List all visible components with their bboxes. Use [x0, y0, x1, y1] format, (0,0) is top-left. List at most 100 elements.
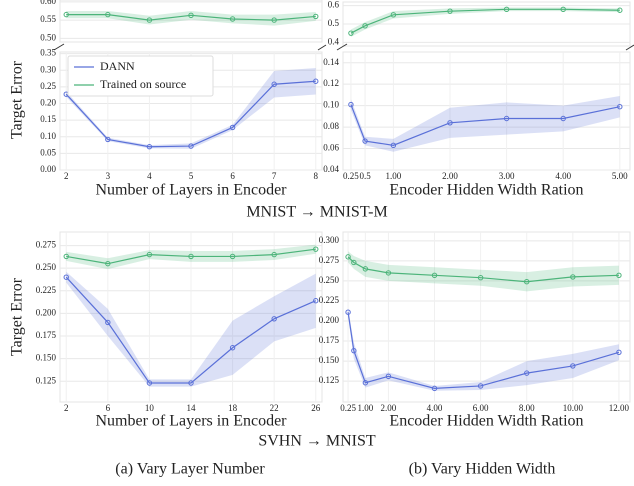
y-tick-label: 0.20	[40, 98, 56, 108]
x-tick-label: 18	[228, 403, 238, 413]
plot-area	[59, 0, 323, 43]
y-axis-label: Target Error	[9, 277, 26, 356]
y-tick-label: 0.00	[40, 164, 56, 174]
point	[503, 115, 510, 122]
point	[229, 345, 236, 351]
series-line	[65, 80, 316, 148]
y-tick-label: 0.4	[328, 36, 340, 46]
point	[229, 124, 236, 131]
x-axis-label: Encoder Hidden Width Ration	[389, 182, 583, 199]
x-tick-label: 2.00	[442, 171, 458, 181]
point	[524, 279, 530, 285]
point	[617, 7, 623, 13]
y-tick-label: 0.175	[319, 335, 340, 345]
caption: (b) Vary Hidden Width	[409, 461, 556, 478]
y-tick-label: 0.225	[36, 285, 57, 295]
point	[229, 253, 236, 260]
point	[188, 253, 194, 260]
point	[362, 380, 369, 386]
x-tick-label: 10	[145, 403, 155, 413]
x-tick-label: 2.00	[381, 403, 397, 413]
point	[105, 11, 111, 18]
axis-break	[53, 43, 327, 51]
point	[146, 144, 153, 150]
y-tick-label: 0.10	[323, 100, 339, 110]
error-band	[563, 95, 620, 132]
y-tick-label: 0.08	[323, 121, 339, 131]
point	[351, 259, 357, 266]
legend-label: DANN	[100, 59, 135, 73]
point	[229, 16, 236, 22]
error-band	[480, 269, 527, 292]
series-line	[347, 256, 619, 283]
y-tick-label: 0.150	[36, 353, 57, 363]
error-band	[353, 256, 366, 277]
x-tick-label: 3.00	[499, 171, 515, 181]
x-tick-label: 0.25	[340, 403, 356, 413]
point	[385, 373, 392, 380]
x-tick-label: 12.00	[609, 403, 630, 413]
point	[385, 270, 392, 276]
x-tick-label: 4.00	[427, 403, 443, 413]
series-line	[65, 276, 317, 384]
point	[616, 349, 622, 355]
y-tick-label: 0.60	[40, 0, 56, 6]
point	[503, 6, 510, 13]
point	[390, 142, 397, 149]
x-tick-label: 6	[106, 403, 111, 413]
error-band	[388, 372, 435, 391]
x-tick-label: 7	[272, 171, 277, 181]
series-line	[347, 312, 620, 389]
error-band	[393, 107, 450, 152]
x-axis-label: Number of Layers in Encoder	[95, 413, 287, 430]
point	[431, 385, 438, 392]
y-tick-label: 0.12	[323, 78, 339, 88]
y-tick-label: 0.275	[319, 255, 340, 265]
plot-area	[342, 231, 631, 403]
y-tick-label: 0.250	[36, 262, 57, 272]
point	[560, 6, 566, 13]
point	[63, 253, 69, 260]
y-tick-label: 0.250	[319, 275, 340, 285]
point	[271, 81, 277, 87]
point	[345, 254, 351, 260]
axis-break	[336, 43, 634, 51]
point	[345, 309, 351, 315]
point	[524, 370, 530, 376]
point	[188, 143, 194, 149]
point	[616, 272, 622, 279]
point	[362, 23, 368, 29]
point	[447, 8, 453, 14]
x-tick-label: 1.00	[357, 403, 373, 413]
x-tick-label: 3	[106, 171, 111, 181]
y-tick-label: 0.06	[323, 143, 339, 153]
y-tick-label: 0.125	[36, 375, 57, 385]
y-tick-label: 0.05	[40, 147, 56, 157]
x-tick-label: 5.00	[612, 171, 628, 181]
y-tick-label: 0.10	[40, 131, 56, 141]
point	[271, 251, 277, 258]
point	[105, 260, 111, 267]
point	[362, 266, 369, 272]
y-tick-label: 0.175	[36, 330, 57, 340]
y-tick-label: 0.225	[319, 295, 340, 305]
point	[63, 11, 69, 18]
x-tick-label: 1.00	[386, 171, 402, 181]
point	[477, 383, 484, 389]
point	[313, 298, 319, 304]
y-tick-label: 0.55	[40, 14, 56, 24]
point	[105, 319, 111, 326]
legend-label: Trained on source	[100, 77, 186, 91]
y-tick-label: 0.50	[40, 32, 56, 42]
point	[390, 12, 397, 18]
point	[146, 380, 153, 386]
error-band	[191, 320, 233, 387]
y-tick-label: 0.15	[40, 114, 56, 124]
y-axis-label: Target Error	[9, 60, 26, 139]
point	[146, 17, 153, 23]
y-tick-label: 0.200	[36, 307, 57, 317]
point	[348, 101, 354, 108]
point	[313, 13, 319, 20]
point	[271, 316, 277, 322]
